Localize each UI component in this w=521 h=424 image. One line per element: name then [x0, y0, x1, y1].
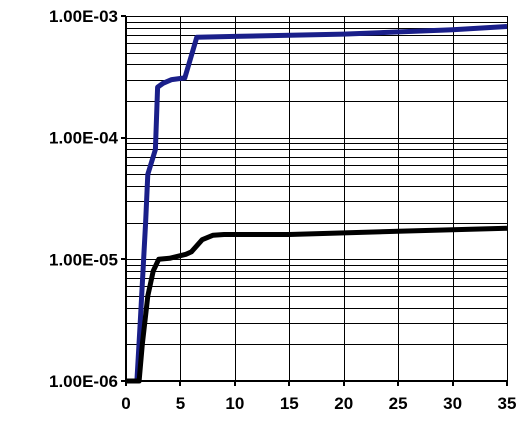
x-tick-label: 30: [443, 394, 462, 413]
series-group: [126, 24, 508, 384]
x-tick-label: 10: [225, 394, 244, 413]
series-line-2: [126, 225, 508, 384]
x-tick-label: 25: [389, 394, 408, 413]
x-tick-label: 15: [280, 394, 299, 413]
x-tick-label: 35: [498, 394, 517, 413]
axes: [121, 15, 508, 386]
tick-labels: 0 5 10 15 20 25 30 35 1.00E-06 1.00E-05 1.00E-04 1.…: [49, 7, 516, 413]
series-line-1: [126, 24, 508, 384]
y-tick-label: 1.00E-03: [49, 7, 118, 26]
x-tick-label: 0: [121, 394, 130, 413]
grid: [126, 16, 508, 382]
x-tick-label: 20: [334, 394, 353, 413]
y-tick-label: 1.00E-06: [49, 372, 118, 391]
x-tick-label: 5: [176, 394, 185, 413]
y-tick-label: 1.00E-05: [49, 250, 118, 269]
y-tick-label: 1.00E-04: [49, 129, 119, 148]
